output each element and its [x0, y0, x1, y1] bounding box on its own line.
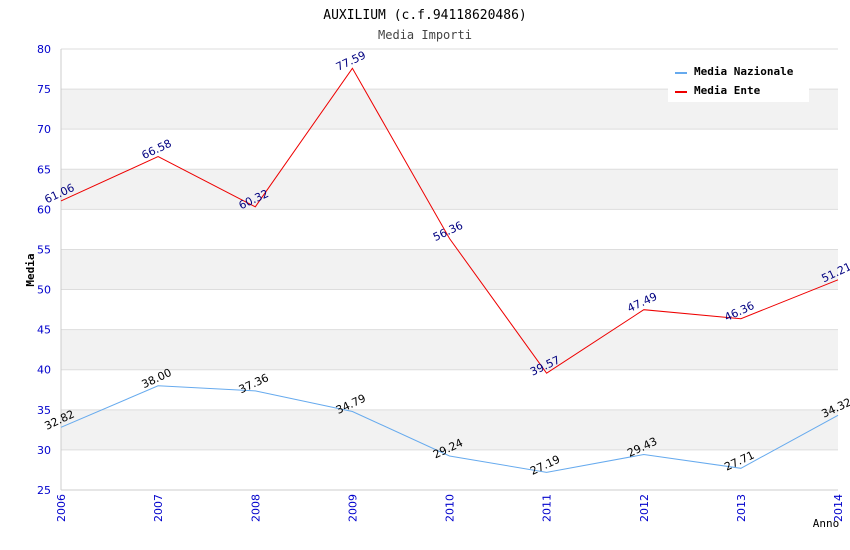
y-tick-label: 70 [37, 123, 51, 136]
x-axis-label: Anno [813, 517, 840, 530]
data-label: 27.71 [722, 449, 756, 474]
y-tick-labels: 25 30 35 40 45 50 55 60 65 70 75 80 [37, 43, 51, 497]
y-tick-label: 35 [37, 404, 51, 417]
x-tick-label: 2012 [638, 494, 651, 522]
band-60 [61, 169, 838, 210]
y-tick-label: 50 [37, 284, 51, 297]
background-bands [61, 89, 838, 450]
band-50 [61, 249, 838, 290]
x-tick-label: 2006 [55, 494, 68, 522]
y-axis-label: Media [24, 253, 37, 286]
chart-title: AUXILIUM (c.f.94118620486) [323, 8, 527, 23]
series-line-media-nazionale [60, 385, 839, 473]
y-tick-label: 80 [37, 43, 51, 56]
data-label: 46.36 [722, 299, 756, 324]
x-tick-label: 2013 [735, 494, 748, 522]
legend-label-media-ente: Media Ente [694, 84, 761, 97]
y-tick-label: 25 [37, 484, 51, 497]
x-tick-label: 2008 [249, 494, 262, 522]
y-tick-label: 30 [37, 444, 51, 457]
legend: Media Nazionale Media Ente [668, 58, 809, 102]
x-tick-label: 2014 [832, 494, 845, 522]
x-tick-label: 2009 [346, 494, 359, 522]
series-line-media-ente [60, 67, 839, 374]
legend-box [668, 58, 809, 102]
chart-subtitle: Media Importi [378, 28, 472, 42]
data-label: 27.19 [528, 453, 562, 478]
series-lines [60, 67, 839, 473]
y-tick-label: 75 [37, 83, 51, 96]
x-tick-label: 2010 [444, 494, 457, 522]
data-label: 56.36 [431, 219, 465, 244]
y-tick-label: 40 [37, 364, 51, 377]
data-label: 66.58 [140, 137, 174, 162]
y-tick-label: 55 [37, 243, 51, 256]
band-30 [61, 409, 838, 450]
y-tick-label: 65 [37, 163, 51, 176]
axes [60, 49, 838, 491]
x-tick-label: 2007 [152, 494, 165, 522]
y-tick-label: 60 [37, 203, 51, 216]
band-40 [61, 329, 838, 370]
data-label: 37.36 [237, 371, 271, 396]
x-tick-label: 2011 [541, 494, 554, 522]
gridlines [61, 48, 838, 491]
legend-label-media-nazionale: Media Nazionale [694, 65, 794, 78]
y-tick-label: 45 [37, 324, 51, 337]
x-tick-labels: 2006 2007 2008 2009 2010 2011 2012 2013 2014 [55, 494, 845, 522]
